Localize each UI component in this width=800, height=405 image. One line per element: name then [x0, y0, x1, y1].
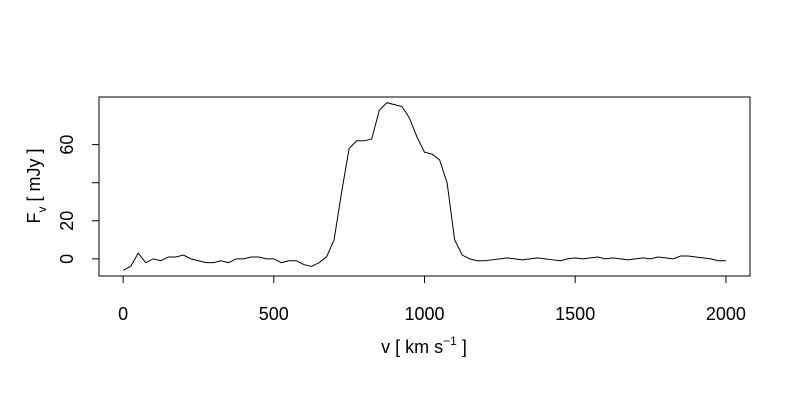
plot-frame [98, 96, 751, 277]
x-label-main: v [ km s [381, 337, 443, 357]
x-tick-label: 500 [259, 304, 289, 324]
x-axis-label: v [ km s−1 ] [381, 334, 467, 357]
x-label-sup: −1 [443, 334, 457, 348]
y-label-end: [ mJy ] [24, 149, 44, 207]
x-tick-label: 1500 [555, 304, 595, 324]
x-label-end: ] [457, 337, 467, 357]
y-label-main: F [24, 213, 44, 224]
x-tick-label: 0 [118, 304, 128, 324]
x-tick-label: 1000 [404, 304, 444, 324]
y-tick-label: 0 [57, 254, 77, 264]
y-axis-label: Fv [ mJy ] [24, 149, 49, 224]
y-label-sub: v [35, 207, 49, 213]
x-tick-label: 2000 [706, 304, 746, 324]
spectrum-line [122, 102, 726, 271]
y-tick-label: 20 [57, 211, 77, 231]
y-tick-label: 60 [57, 135, 77, 155]
